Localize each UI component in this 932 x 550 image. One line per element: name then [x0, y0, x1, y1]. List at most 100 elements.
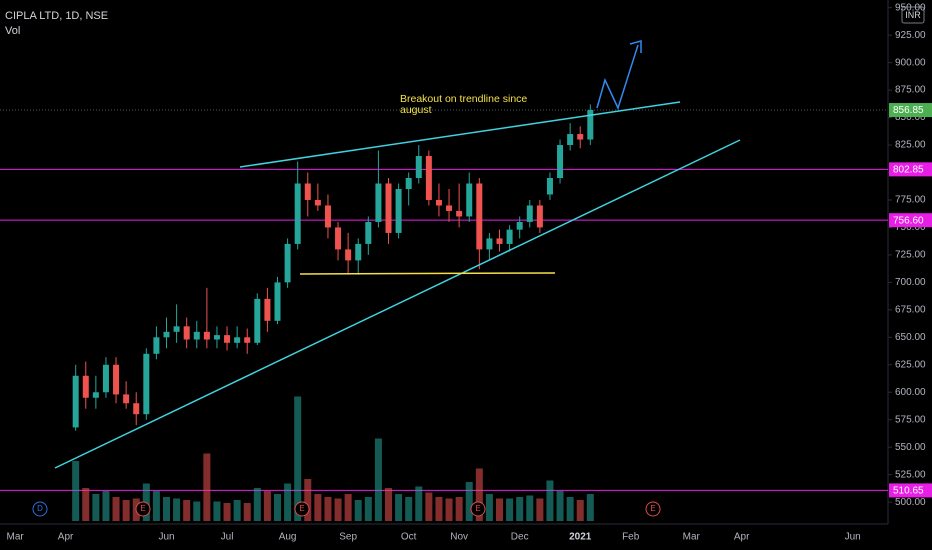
candle-body — [587, 110, 594, 140]
volume-bar — [173, 498, 181, 521]
candle-body — [375, 183, 382, 222]
candle-body — [324, 205, 331, 228]
volume-bar — [253, 488, 261, 521]
candle-body — [486, 238, 493, 250]
volume-bar — [122, 500, 130, 521]
candle-body — [123, 394, 130, 404]
currency: INR — [905, 10, 921, 20]
event-marker[interactable] — [645, 501, 661, 517]
y-tick-label: 875.00 — [895, 85, 926, 96]
volume-bar — [102, 491, 110, 521]
candle-body — [244, 337, 251, 343]
volume-bar — [415, 486, 423, 521]
candle-body — [173, 326, 180, 332]
candle-body — [405, 177, 412, 189]
y-tick-label: 825.00 — [895, 140, 926, 151]
volume-bar — [112, 497, 120, 521]
volume-bar — [354, 500, 362, 521]
price-label: 802.85 — [893, 165, 924, 176]
candle-body — [234, 337, 241, 343]
candle-body — [435, 199, 442, 206]
event-marker[interactable] — [135, 501, 151, 517]
volume-bar — [405, 497, 413, 521]
event-marker[interactable] — [32, 501, 48, 517]
candle-body — [163, 331, 170, 338]
currency-box[interactable] — [901, 6, 925, 24]
volume-bar — [425, 492, 433, 521]
volume-bar — [142, 483, 150, 521]
y-tick-label: 650.00 — [895, 332, 926, 343]
y-tick-label: 775.00 — [895, 195, 926, 206]
y-tick-label: 500.00 — [895, 497, 926, 508]
volume-bar — [213, 501, 221, 521]
event-marker[interactable] — [294, 501, 310, 517]
event-label: E — [650, 504, 655, 513]
price-label-box — [889, 162, 932, 177]
volume-label: Vol — [5, 25, 21, 37]
x-tick-label: Mar — [7, 532, 25, 543]
projection-arrow — [596, 44, 639, 111]
candle-body — [264, 298, 271, 321]
volume-bar — [385, 488, 392, 521]
y-tick-label: 700.00 — [895, 277, 926, 288]
volume-bar — [163, 497, 170, 521]
candle-body — [456, 210, 463, 217]
price-axis-bg — [888, 0, 932, 550]
y-tick-label: 925.00 — [895, 30, 926, 41]
price-label-box — [889, 103, 932, 118]
x-tick-label: Jul — [221, 532, 234, 543]
price-label-box — [889, 213, 932, 228]
candle-body — [506, 229, 513, 244]
y-tick-label: 600.00 — [895, 387, 926, 398]
volume-bar — [516, 497, 524, 521]
candle-body — [153, 337, 160, 354]
volume-bar — [364, 497, 372, 521]
volume-bar — [526, 495, 534, 521]
event-label: E — [475, 504, 480, 513]
price-label: 756.60 — [893, 215, 924, 226]
y-tick-label: 675.00 — [895, 304, 926, 315]
candle-body — [446, 205, 453, 211]
candle-body — [304, 183, 311, 200]
y-tick-label: 850.00 — [895, 112, 926, 123]
volume-bar — [475, 468, 483, 521]
volume-bar — [455, 497, 463, 521]
candle-body — [466, 183, 473, 217]
candle-body — [314, 199, 321, 206]
price-label-box — [889, 483, 932, 498]
y-tick-label: 900.00 — [895, 57, 926, 68]
x-tick-label: Aug — [279, 532, 297, 543]
header: CIPLA LTD, 1D, NSE Vol — [5, 9, 108, 39]
candle-body — [183, 326, 190, 340]
candle-body — [92, 392, 99, 398]
volume-bar — [274, 494, 281, 521]
candle-body — [254, 298, 261, 343]
y-tick-label: 625.00 — [895, 359, 926, 370]
candle-body — [355, 243, 362, 261]
volume-bar — [183, 500, 191, 521]
y-tick-label: 750.00 — [895, 222, 926, 233]
volume-bar — [324, 497, 332, 521]
candle-body — [224, 335, 231, 343]
candle-body — [274, 282, 281, 321]
candle-body — [345, 249, 352, 261]
volume-bar — [314, 494, 322, 521]
volume-bar — [243, 503, 251, 521]
volume-bar — [203, 453, 211, 521]
volume-bar — [435, 497, 443, 521]
candle-body — [203, 331, 210, 340]
event-label: D — [37, 504, 43, 513]
candle-body — [415, 156, 422, 178]
event-marker[interactable] — [470, 501, 486, 517]
volume-bar — [304, 479, 312, 521]
volume-bar — [233, 500, 241, 521]
arrow-head — [629, 40, 642, 53]
candle-body — [557, 145, 564, 178]
x-tick-label: Jun — [845, 532, 861, 543]
candle-body — [536, 205, 543, 228]
x-tick-label: Feb — [622, 532, 640, 543]
event-markers: D E E E E — [32, 501, 661, 517]
y-tick-label: 725.00 — [895, 250, 926, 261]
volume-bar — [193, 501, 201, 521]
x-tick-label: Apr — [734, 532, 750, 543]
